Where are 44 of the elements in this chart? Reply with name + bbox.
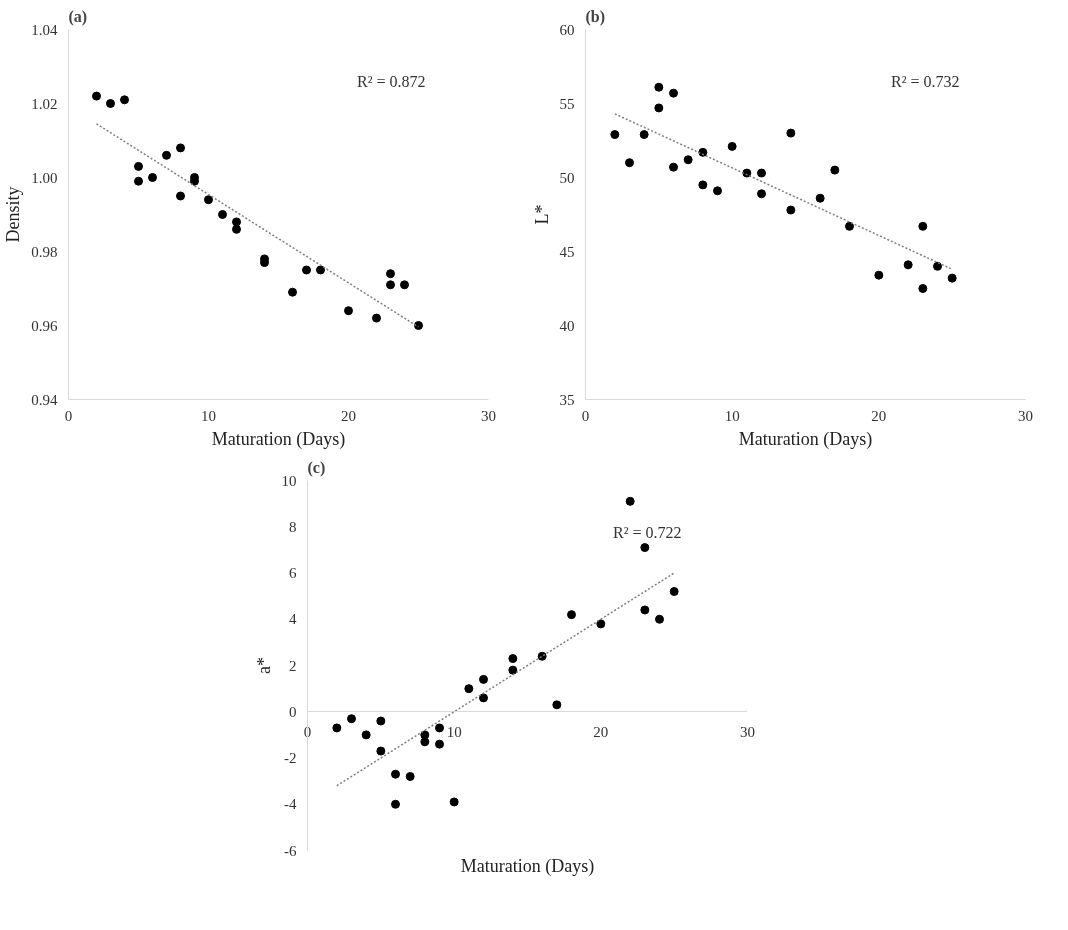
y-tick-label: 45 <box>559 243 575 260</box>
chart-title: (a) <box>68 7 88 26</box>
y-tick-label: 55 <box>559 95 575 112</box>
x-axis-title: Maturation (Days) <box>211 428 346 450</box>
y-tick-label: 0.96 <box>31 317 58 334</box>
x-tick-label: 30 <box>481 407 496 424</box>
x-tick-label: 20 <box>341 407 356 424</box>
y-tick-label: 40 <box>559 317 575 334</box>
x-tick-label: 10 <box>724 407 740 424</box>
x-axis-title: Maturation (Days) <box>738 428 873 450</box>
x-tick-label: 10 <box>446 723 462 740</box>
y-tick-label: 10 <box>281 472 297 489</box>
y-tick-label: -2 <box>284 750 297 766</box>
y-tick-label: 35 <box>559 391 575 408</box>
y-tick-label: 6 <box>289 565 297 581</box>
annotation: R² = 0.872 <box>357 72 426 90</box>
x-tick-label: 30 <box>740 723 755 740</box>
y-axis-title: L* <box>531 204 552 225</box>
y-tick-label: 60 <box>559 21 575 38</box>
annotation: R² = 0.732 <box>891 72 960 90</box>
y-tick-label: 2 <box>289 657 297 674</box>
x-tick-label: 30 <box>1018 407 1033 424</box>
y-tick-label: 1.00 <box>31 169 58 186</box>
y-tick-label: 4 <box>289 611 297 628</box>
y-tick-label: 8 <box>289 518 297 535</box>
y-tick-label: 0.98 <box>31 243 58 260</box>
x-tick-label: 0 <box>581 407 590 424</box>
x-tick-label: 10 <box>201 407 216 424</box>
y-tick-label: 1.02 <box>31 95 58 112</box>
y-tick-label: 1.04 <box>31 21 58 38</box>
chart-title: (c) <box>307 458 326 477</box>
x-tick-label: 20 <box>593 723 609 740</box>
y-tick-label: 50 <box>559 169 575 186</box>
y-tick-label: 0.94 <box>31 391 58 408</box>
x-axis-title: Maturation (Days) <box>460 855 595 877</box>
annotation: R² = 0.722 <box>613 523 682 541</box>
y-tick-label: -4 <box>284 796 297 813</box>
chart-title: (b) <box>585 7 606 26</box>
y-axis-title: a* <box>253 656 274 674</box>
x-tick-label: 0 <box>64 407 73 424</box>
y-tick-label: -6 <box>284 842 297 859</box>
y-axis-title: Density <box>3 186 24 243</box>
y-tick-label: 0 <box>289 703 297 720</box>
x-tick-label: 20 <box>871 407 887 424</box>
